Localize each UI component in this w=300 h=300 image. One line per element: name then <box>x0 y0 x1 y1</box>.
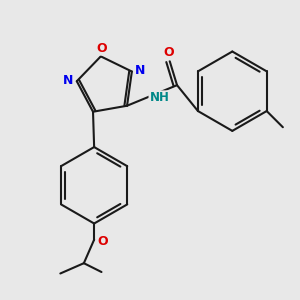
Text: O: O <box>97 235 108 248</box>
Text: O: O <box>96 42 107 55</box>
Text: O: O <box>164 46 174 59</box>
Text: N: N <box>135 64 145 77</box>
Text: NH: NH <box>149 91 169 104</box>
Text: N: N <box>63 74 74 87</box>
